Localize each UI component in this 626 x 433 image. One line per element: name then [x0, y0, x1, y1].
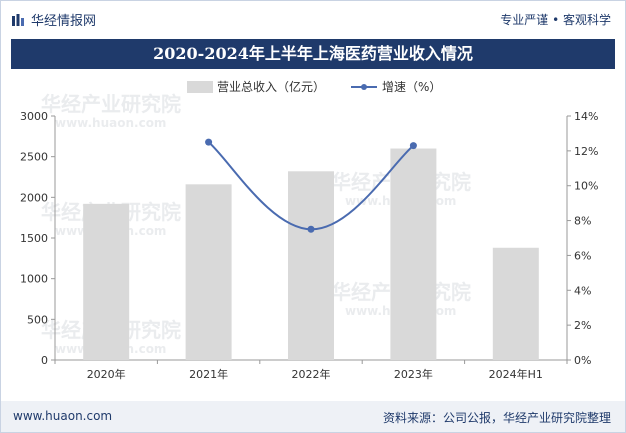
x-tick-label: 2024年H1: [489, 367, 543, 381]
growth-point: [409, 142, 417, 150]
bar: [390, 148, 437, 360]
y-left-tick-label: 0: [41, 354, 48, 367]
bar: [185, 184, 232, 360]
y-left-tick-label: 1000: [20, 273, 48, 286]
legend-line-label: 增速（%）: [382, 80, 441, 94]
y-right-tick-label: 8%: [574, 215, 591, 228]
top-bar: 华经情报网 专业严谨 • 客观科学: [1, 1, 625, 39]
y-left-tick-label: 2500: [20, 151, 48, 164]
growth-point: [205, 138, 213, 146]
y-right-tick-label: 0%: [574, 354, 591, 367]
bar-series: [83, 148, 539, 360]
brand: 华经情报网: [11, 10, 96, 29]
y-left-tick-label: 1500: [20, 232, 48, 245]
y-right-tick-label: 2%: [574, 319, 591, 332]
chart-plot: 华经产业研究院www.huaon.com华经产业研究院www.huaon.com…: [20, 79, 598, 381]
bar: [288, 171, 334, 360]
watermark-url: www.huaon.com: [55, 116, 166, 130]
watermark-text: 华经产业研究院: [41, 92, 181, 116]
legend-bar-label: 营业总收入（亿元）: [217, 79, 325, 94]
chart-title: 2020-2024年上半年上海医药营业收入情况: [11, 39, 615, 69]
growth-point: [307, 225, 315, 233]
x-tick-label: 2022年: [292, 367, 331, 381]
x-tick-label: 2020年: [87, 367, 126, 381]
tagline: 专业严谨 • 客观科学: [500, 13, 611, 27]
brand-name: 华经情报网: [31, 14, 97, 29]
legend-line-marker: [361, 84, 367, 90]
brand-logo-icon: [12, 13, 24, 26]
x-tick-label: 2023年: [394, 367, 433, 381]
bar: [83, 203, 130, 360]
y-right-tick-label: 12%: [574, 145, 598, 158]
y-right-tick-label: 14%: [574, 110, 598, 123]
y-right-tick-label: 10%: [574, 180, 598, 193]
footer-url[interactable]: www.huaon.com: [13, 409, 113, 423]
y-left-tick-label: 500: [27, 313, 48, 326]
y-right-tick-label: 4%: [574, 284, 591, 297]
footer-source: 资料来源：公司公报，华经产业研究院整理: [382, 411, 611, 425]
legend: 营业总收入（亿元） 增速（%）: [187, 79, 441, 94]
line-series: [205, 138, 417, 233]
x-tick-label: 2021年: [189, 367, 228, 381]
axes: 0 500 1000 1500 2000 2500 3000 0% 2% 4% 6% 8% 10% 12%…: [20, 110, 598, 381]
bar: [492, 247, 539, 360]
y-left-tick-label: 3000: [20, 110, 48, 123]
y-left-tick-label: 2000: [20, 191, 48, 204]
footer: www.huaon.com 资料来源：公司公报，华经产业研究院整理: [1, 401, 625, 432]
legend-bar-swatch: [187, 81, 213, 93]
y-right-tick-label: 6%: [574, 249, 591, 262]
